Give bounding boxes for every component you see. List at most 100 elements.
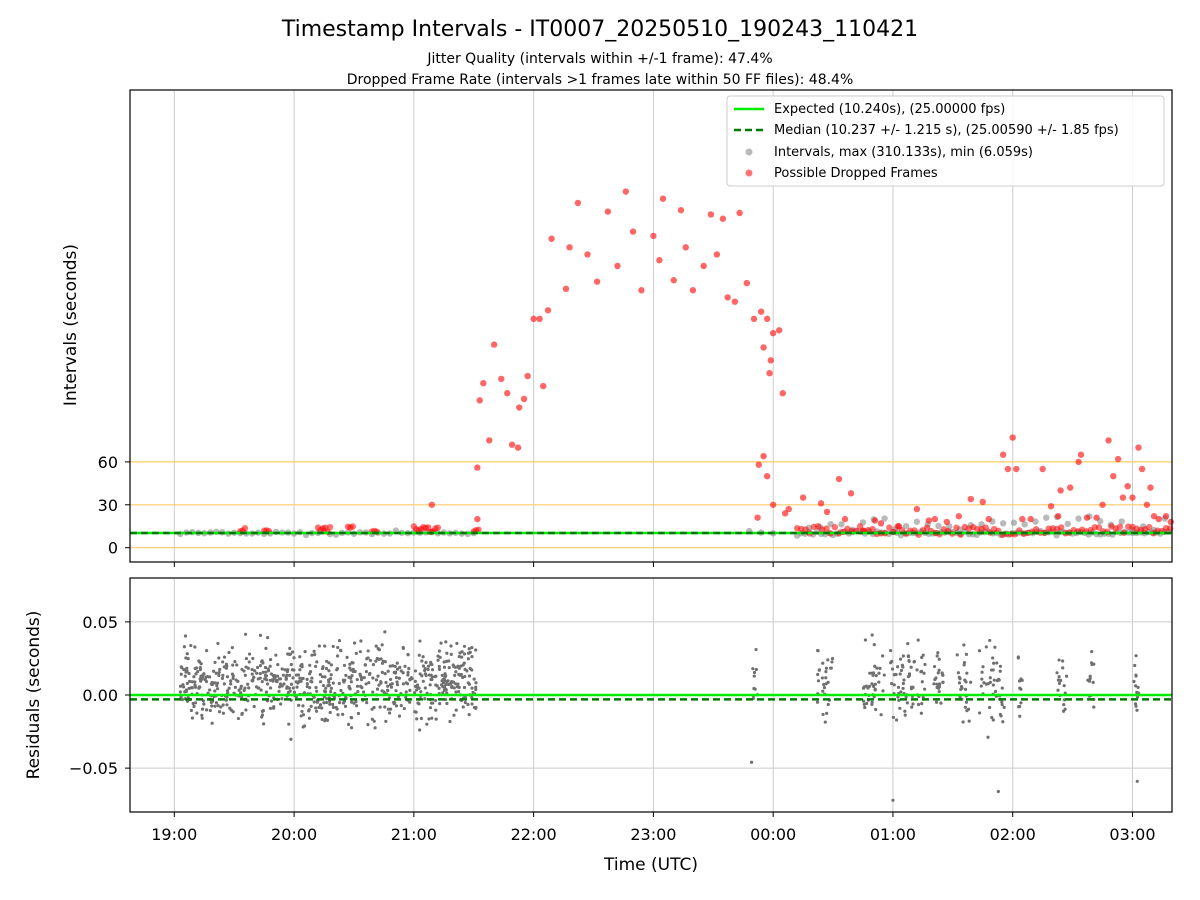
- residual-point: [474, 687, 478, 692]
- chart-subtitle-jitter: Jitter Quality (intervals within +/-1 fr…: [426, 51, 772, 67]
- residual-point: [268, 686, 273, 690]
- residual-point: [243, 632, 248, 636]
- residual-point: [824, 676, 828, 680]
- residual-point: [243, 673, 247, 677]
- residual-point: [199, 662, 203, 666]
- residual-point: [391, 664, 395, 668]
- residual-point: [344, 673, 348, 677]
- residual-point: [291, 650, 295, 654]
- residual-point: [956, 671, 960, 675]
- legend-dropped-swatch: [745, 169, 753, 177]
- residual-point: [423, 686, 427, 690]
- residual-point: [457, 689, 461, 694]
- dropped-frame-point: [670, 277, 677, 284]
- residual-point: [467, 713, 471, 717]
- dropped-frame-point: [769, 501, 777, 508]
- dropped-frame-point: [1057, 487, 1064, 494]
- residual-point: [218, 667, 222, 672]
- residual-point: [329, 690, 333, 694]
- residual-point: [466, 702, 470, 707]
- residual-point: [823, 720, 827, 724]
- residual-point: [382, 690, 386, 694]
- residual-point: [328, 702, 332, 706]
- residual-point: [911, 702, 915, 706]
- residual-point: [413, 679, 417, 683]
- residual-point: [899, 690, 903, 694]
- x-tick-label: 19:00: [151, 825, 197, 844]
- residual-point: [310, 676, 314, 680]
- legend-median-label: Median (10.237 +/- 1.215 s), (25.00590 +…: [774, 123, 1119, 138]
- dropped-frame-point: [823, 508, 831, 516]
- residual-point: [964, 652, 969, 656]
- residual-point: [384, 680, 388, 685]
- residual-point: [335, 668, 339, 672]
- residual-point: [225, 664, 229, 668]
- residual-point: [363, 663, 367, 667]
- residual-point: [1135, 690, 1139, 695]
- residual-point: [216, 641, 220, 646]
- dropped-frame-point: [886, 524, 893, 531]
- residual-point: [320, 675, 325, 679]
- dropped-frame-point: [1162, 513, 1170, 520]
- residual-point: [246, 682, 250, 686]
- residual-point: [339, 688, 343, 693]
- residual-point: [444, 640, 448, 644]
- residual-point: [217, 673, 221, 678]
- residual-point: [830, 660, 834, 664]
- residual-point: [308, 672, 312, 676]
- dropped-frame-point: [1083, 514, 1091, 521]
- residual-point: [421, 679, 425, 683]
- residual-point: [826, 658, 830, 662]
- residual-point: [266, 667, 270, 671]
- residual-point: [324, 666, 329, 671]
- residual-point: [466, 651, 471, 655]
- residual-point: [356, 711, 361, 716]
- residual-point: [300, 665, 304, 669]
- residual-point: [1061, 659, 1065, 663]
- dropped-frame-point: [504, 390, 511, 397]
- residual-point: [183, 634, 188, 638]
- residual-point: [1091, 680, 1095, 684]
- dropped-frame-point: [434, 524, 442, 531]
- residual-point: [231, 710, 235, 714]
- residual-point: [399, 703, 403, 708]
- residual-point: [824, 666, 829, 670]
- residual-point: [891, 798, 895, 802]
- residual-point: [903, 713, 907, 717]
- residual-point: [1020, 678, 1024, 682]
- dropped-frame-point: [979, 498, 986, 506]
- dropped-frame-point: [1032, 526, 1040, 533]
- dropped-frame-point: [486, 437, 493, 444]
- residual-point: [185, 681, 189, 686]
- residual-point: [349, 726, 354, 730]
- residual-point: [441, 677, 445, 681]
- x-tick-label: 02:00: [990, 825, 1036, 844]
- residual-point: [964, 700, 969, 704]
- residual-point: [255, 671, 259, 675]
- residual-point: [1000, 703, 1004, 707]
- residual-point: [470, 702, 474, 706]
- dropped-frame-point: [1146, 523, 1153, 531]
- residual-point: [388, 664, 392, 668]
- residual-point: [875, 666, 879, 670]
- residual-point: [345, 655, 349, 659]
- residual-point: [752, 686, 756, 691]
- residual-point: [890, 659, 894, 663]
- residual-point: [301, 704, 305, 708]
- residual-point: [824, 670, 828, 674]
- residual-point: [936, 651, 940, 655]
- residual-point: [262, 722, 266, 726]
- residual-point: [447, 682, 451, 687]
- residual-point: [903, 709, 907, 713]
- residual-point: [1088, 674, 1092, 678]
- residual-point: [355, 677, 359, 682]
- residual-point: [935, 682, 939, 686]
- residual-point: [217, 710, 222, 714]
- residual-point: [308, 663, 312, 667]
- residual-point: [220, 676, 225, 680]
- residual-point: [458, 651, 462, 655]
- residual-point: [412, 691, 417, 695]
- residual-point: [957, 681, 962, 685]
- residual-point: [830, 657, 835, 661]
- residual-point: [417, 686, 421, 690]
